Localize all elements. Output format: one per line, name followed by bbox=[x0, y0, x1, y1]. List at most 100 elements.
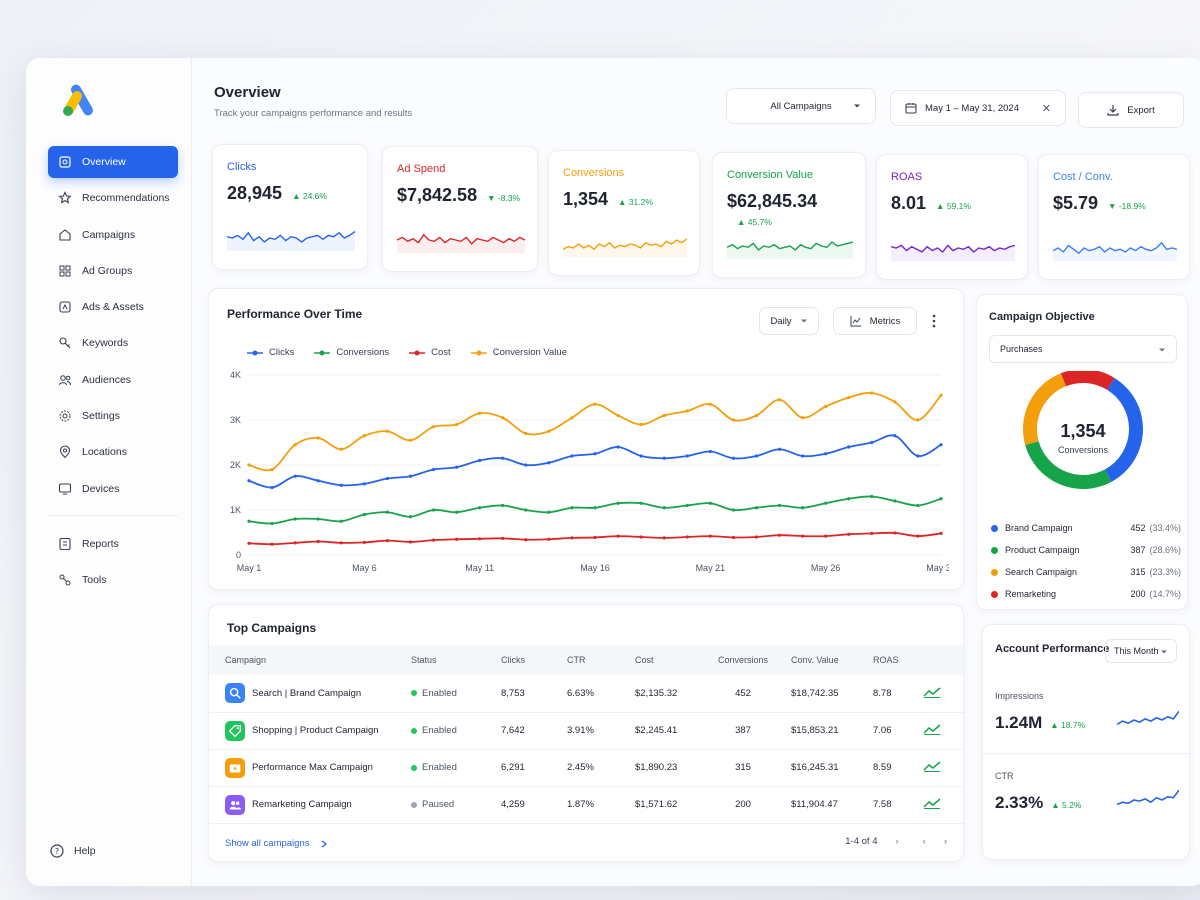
sidebar-item-tools[interactable]: Tools bbox=[48, 564, 178, 596]
legend-marker-icon bbox=[470, 350, 487, 355]
interval-select[interactable]: Daily bbox=[759, 307, 819, 335]
data-point bbox=[501, 503, 505, 508]
kpi-card[interactable]: Ad Spend $7,842.58 ▼ -8.3% bbox=[382, 146, 538, 272]
donut-total: 1,354 bbox=[1060, 421, 1106, 441]
metric-label: Impressions bbox=[995, 691, 1044, 701]
kpi-card[interactable]: Clicks 28,945 ▲ 24.6% bbox=[212, 144, 368, 270]
column-header[interactable]: Cost bbox=[629, 645, 701, 675]
sidebar-item-locations[interactable]: Locations bbox=[48, 436, 178, 468]
sidebar-item-settings[interactable]: Settings bbox=[48, 400, 178, 432]
next-page-icon[interactable]: › bbox=[943, 836, 947, 847]
arrow-up-icon: ▲ bbox=[737, 217, 748, 227]
trend-cell[interactable] bbox=[917, 786, 963, 824]
sidebar-item-label: Locations bbox=[82, 446, 127, 459]
sidebar-item-recommendations[interactable]: Recommendations bbox=[48, 182, 178, 214]
legend-label: Conversion Value bbox=[492, 347, 567, 358]
table-row[interactable]: Performance Max Campaign Enabled 6,291 2.45… bbox=[209, 749, 963, 787]
sidebar-item-campaigns[interactable]: Campaigns bbox=[48, 219, 178, 251]
chevron-right-icon[interactable]: › bbox=[895, 836, 899, 847]
donut-slice[interactable] bbox=[1060, 371, 1115, 390]
table-row[interactable]: Shopping | Product Campaign Enabled 7,642 3… bbox=[209, 712, 963, 750]
export-button[interactable]: Export bbox=[1078, 92, 1184, 128]
more-options-icon[interactable] bbox=[931, 313, 937, 329]
data-point bbox=[247, 541, 251, 545]
kpi-sparkline bbox=[397, 233, 525, 253]
roas-cell: 8.78 bbox=[867, 675, 917, 713]
kpi-value: 8.01 bbox=[891, 193, 927, 213]
status-label: Paused bbox=[422, 799, 455, 810]
period-select[interactable]: This Month bbox=[1105, 639, 1177, 663]
sidebar-item-keywords[interactable]: Keywords bbox=[48, 327, 178, 359]
ctr-cell: 1.87% bbox=[561, 786, 629, 824]
sidebar-item-overview[interactable]: Overview bbox=[48, 146, 178, 178]
date-range-picker[interactable]: May 1 – May 31, 2024 ✕ bbox=[890, 90, 1066, 126]
pagination-label: 1-4 of 4 bbox=[845, 836, 878, 847]
data-point bbox=[547, 510, 551, 514]
data-point bbox=[385, 476, 389, 481]
objective-legend: Brand Campaign 452 (33.4%) Product Campaign… bbox=[991, 517, 1181, 605]
legend-percent: (28.6%) bbox=[1149, 545, 1181, 555]
value-cell: $16,245.31 bbox=[785, 749, 867, 787]
data-point bbox=[662, 536, 666, 540]
kpi-card[interactable]: ROAS 8.01 ▲ 59.1% bbox=[876, 154, 1028, 280]
campaign-name[interactable]: Search | Brand Campaign bbox=[252, 687, 362, 699]
table-row[interactable]: Remarketing Campaign Paused 4,259 1.87% $1,5… bbox=[209, 786, 963, 824]
kpi-card[interactable]: Conversions 1,354 ▲ 31.2% bbox=[548, 150, 700, 276]
legend-item[interactable]: Conversion Value bbox=[470, 347, 567, 358]
column-header[interactable]: Status bbox=[405, 645, 495, 675]
column-header[interactable]: Clicks bbox=[495, 645, 561, 675]
kpi-card[interactable]: Cost / Conv. $5.79 ▼ -18.9% bbox=[1038, 154, 1190, 280]
arrow-down-icon: ▼ bbox=[1108, 201, 1119, 211]
kpi-label: Ad Spend bbox=[397, 163, 446, 175]
sidebar-item-ad-groups[interactable]: Ad Groups bbox=[48, 255, 178, 287]
legend-item[interactable]: Cost bbox=[409, 347, 451, 358]
sidebar-item-label: Devices bbox=[82, 482, 120, 495]
prev-page-icon[interactable]: ‹ bbox=[922, 836, 926, 847]
column-header[interactable]: ROAS bbox=[867, 645, 917, 675]
campaign-name[interactable]: Shopping | Product Campaign bbox=[252, 725, 379, 736]
donut-slice[interactable] bbox=[1104, 377, 1143, 482]
data-point bbox=[316, 436, 320, 440]
campaign-filter-select[interactable]: All Campaigns bbox=[726, 88, 876, 124]
help-link[interactable]: ? Help bbox=[50, 844, 96, 858]
data-point bbox=[339, 483, 343, 487]
x-tick-label: May 11 bbox=[465, 563, 494, 573]
kpi-card[interactable]: Conversion Value $62,845.34 ▲ 45.7% bbox=[712, 152, 866, 278]
table-row[interactable]: Search | Brand Campaign Enabled 8,753 6.63%… bbox=[209, 675, 963, 713]
objective-select[interactable]: Purchases bbox=[989, 335, 1177, 363]
campaign-name[interactable]: Performance Max Campaign bbox=[252, 762, 373, 773]
data-point bbox=[754, 535, 759, 539]
legend-item[interactable]: Clicks bbox=[247, 347, 294, 358]
trend-cell[interactable] bbox=[917, 712, 963, 750]
column-header[interactable]: Conversions bbox=[701, 645, 785, 675]
donut-slice[interactable] bbox=[1023, 373, 1067, 445]
data-point bbox=[939, 443, 943, 447]
metrics-button[interactable]: Metrics bbox=[833, 307, 917, 335]
data-point bbox=[316, 517, 320, 521]
sidebar: Overview Recommendations Campaigns Ad Group… bbox=[26, 58, 192, 886]
sidebar-item-ads-assets[interactable]: Ads & Assets bbox=[48, 291, 178, 323]
x-tick-label: May 26 bbox=[811, 563, 841, 573]
column-header[interactable]: Conv. Value bbox=[785, 645, 867, 675]
sidebar-item-reports[interactable]: Reports bbox=[48, 528, 178, 560]
data-point bbox=[455, 537, 459, 541]
data-point bbox=[708, 449, 712, 454]
column-header[interactable]: Campaign bbox=[209, 645, 405, 675]
objective-title: Campaign Objective bbox=[989, 311, 1095, 323]
data-point bbox=[847, 532, 851, 536]
column-header[interactable]: CTR bbox=[561, 645, 629, 675]
donut-slice[interactable] bbox=[1025, 441, 1112, 489]
trend-cell[interactable] bbox=[917, 749, 963, 787]
sidebar-item-devices[interactable]: Devices bbox=[48, 473, 178, 505]
clear-date-icon[interactable]: ✕ bbox=[1041, 103, 1051, 115]
legend-item[interactable]: Conversions bbox=[314, 347, 389, 358]
y-tick-label: 3K bbox=[230, 415, 241, 425]
status-label: Enabled bbox=[422, 725, 457, 736]
divider bbox=[983, 753, 1189, 754]
trend-cell[interactable] bbox=[917, 675, 963, 713]
show-all-campaigns-link[interactable]: Show all campaigns bbox=[225, 838, 328, 849]
sidebar-item-audiences[interactable]: Audiences bbox=[48, 364, 178, 396]
data-point bbox=[593, 452, 597, 456]
account-title: Account Performance bbox=[995, 643, 1110, 655]
campaign-name[interactable]: Remarketing Campaign bbox=[252, 799, 352, 810]
